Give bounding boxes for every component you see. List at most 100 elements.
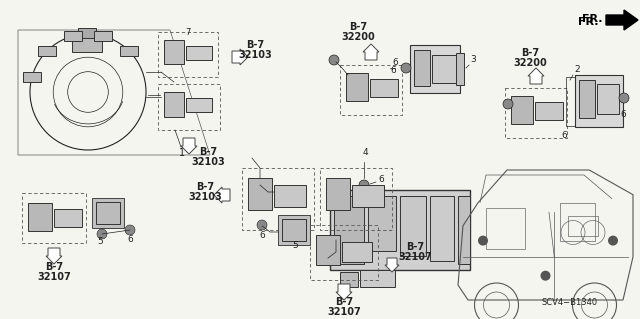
Bar	[38, 46, 56, 56]
Bar	[316, 235, 340, 265]
Text: 6: 6	[561, 131, 567, 140]
Text: 6: 6	[620, 110, 626, 119]
Bar	[340, 272, 358, 287]
Bar	[158, 84, 220, 130]
Bar	[559, 203, 595, 241]
Bar	[352, 185, 384, 207]
Text: FR.: FR.	[582, 14, 602, 24]
Bar	[78, 28, 96, 38]
Text: 5: 5	[292, 241, 298, 250]
Text: 6: 6	[392, 58, 398, 67]
Text: 32200: 32200	[513, 58, 547, 68]
Bar	[72, 34, 102, 52]
Circle shape	[322, 256, 330, 264]
Text: 32103: 32103	[188, 192, 222, 202]
Bar	[568, 216, 598, 236]
Bar	[432, 55, 456, 83]
Text: 7: 7	[186, 28, 191, 37]
Circle shape	[608, 236, 618, 246]
Polygon shape	[528, 68, 544, 84]
Bar	[575, 75, 623, 127]
Bar	[458, 196, 470, 264]
Text: B-7: B-7	[521, 48, 539, 58]
Bar	[486, 208, 525, 249]
Bar	[334, 196, 364, 264]
Text: FR.: FR.	[578, 17, 598, 27]
Bar	[54, 209, 82, 227]
Text: B-7: B-7	[349, 22, 367, 32]
Bar	[64, 31, 82, 41]
Text: 3: 3	[470, 55, 476, 64]
Polygon shape	[363, 44, 379, 60]
Bar	[22, 193, 86, 243]
Text: B-7: B-7	[45, 262, 63, 272]
Polygon shape	[232, 49, 248, 65]
Text: 32103: 32103	[238, 50, 272, 60]
Text: B-7: B-7	[196, 182, 214, 192]
Text: 6: 6	[390, 66, 396, 75]
Bar	[92, 198, 124, 228]
Polygon shape	[606, 10, 638, 30]
Bar	[186, 98, 212, 112]
Bar	[274, 185, 306, 207]
Bar	[597, 84, 619, 114]
Bar	[342, 242, 372, 262]
Text: 32103: 32103	[191, 157, 225, 167]
Bar	[96, 202, 120, 224]
Text: 32107: 32107	[327, 307, 361, 317]
Bar	[346, 73, 368, 101]
Polygon shape	[46, 248, 62, 264]
Text: 5: 5	[97, 237, 103, 246]
Text: 1: 1	[179, 148, 185, 158]
Bar	[278, 215, 310, 245]
Bar	[330, 190, 470, 270]
Circle shape	[619, 93, 629, 103]
Bar	[282, 219, 306, 241]
Text: B-7: B-7	[406, 242, 424, 252]
Bar	[430, 196, 454, 261]
Bar	[370, 79, 398, 97]
Bar	[164, 92, 184, 117]
Bar	[164, 40, 184, 64]
Bar	[579, 80, 595, 118]
Bar	[456, 53, 464, 85]
Circle shape	[125, 225, 135, 235]
Bar	[400, 196, 426, 256]
Circle shape	[97, 229, 107, 239]
Text: B-7: B-7	[199, 147, 217, 157]
Bar	[360, 270, 395, 287]
Text: 6: 6	[127, 235, 133, 244]
Bar	[505, 88, 567, 138]
Polygon shape	[181, 138, 197, 154]
Bar	[340, 65, 402, 115]
Bar	[28, 203, 52, 231]
Circle shape	[503, 99, 513, 109]
Bar	[248, 178, 272, 210]
Text: 4: 4	[362, 148, 368, 157]
Polygon shape	[214, 187, 230, 203]
Bar	[94, 31, 112, 41]
Text: B-7: B-7	[335, 297, 353, 307]
Circle shape	[478, 236, 488, 246]
Bar	[511, 96, 533, 124]
Text: 6: 6	[378, 175, 384, 184]
Polygon shape	[336, 284, 352, 300]
Text: 32107: 32107	[398, 252, 432, 262]
Bar	[242, 168, 314, 230]
Text: B-7: B-7	[246, 40, 264, 50]
Text: SCV4−B1340: SCV4−B1340	[542, 298, 598, 307]
Bar	[186, 46, 212, 60]
Circle shape	[257, 220, 267, 230]
Bar	[23, 72, 41, 82]
Bar	[310, 225, 378, 280]
Circle shape	[541, 271, 550, 281]
Text: 2: 2	[574, 65, 580, 74]
Circle shape	[359, 180, 369, 190]
Text: 32200: 32200	[341, 32, 375, 42]
Text: 6: 6	[259, 231, 265, 240]
Bar	[368, 196, 396, 251]
Bar	[410, 45, 460, 93]
Bar	[320, 168, 392, 230]
Bar	[120, 46, 138, 56]
Polygon shape	[385, 258, 399, 272]
